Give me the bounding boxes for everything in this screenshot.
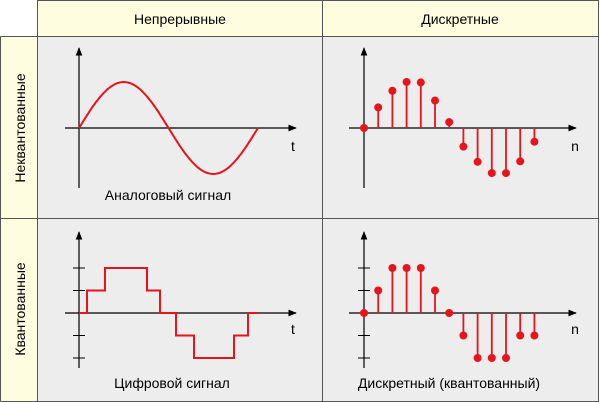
discrete-point (445, 309, 454, 317)
x-axis-label: n (571, 138, 579, 154)
discrete-point (402, 264, 411, 272)
x-axis-label: n (571, 321, 579, 337)
panel-analog: t Аналоговый сигнал (65, 47, 297, 203)
row-header-unquantized: Неквантованные (12, 73, 28, 182)
discrete-point (459, 331, 468, 340)
digital-signal-steps (79, 267, 258, 359)
sampled-point (360, 124, 368, 132)
discrete-point (388, 264, 397, 272)
sampled-point (388, 86, 397, 95)
sampled-point (374, 103, 383, 112)
discrete-point (516, 331, 525, 340)
discrete-point (416, 264, 425, 272)
discrete-point (487, 354, 496, 362)
caption-discrete: Дискретный (квантованный) (358, 375, 540, 391)
header-row-bg (37, 0, 599, 36)
x-axis-label: t (291, 321, 295, 337)
panel-sampled: n (349, 47, 579, 188)
sampled-point (487, 169, 496, 178)
column-header-continuous: Непрерывные (134, 11, 226, 27)
sampled-point (459, 142, 468, 151)
sampled-point (445, 118, 454, 127)
row-header-quantized: Квантованные (12, 262, 28, 356)
sampled-point (530, 137, 539, 146)
panel-discrete: n Дискретный (квантованный) (349, 231, 579, 391)
x-axis-label: t (291, 138, 295, 154)
caption-analog: Аналоговый сигнал (105, 187, 231, 203)
sampled-point (473, 157, 482, 166)
discrete-point (473, 354, 482, 362)
sampled-point (502, 169, 510, 178)
caption-digital: Цифровой сигнал (114, 375, 230, 391)
sampled-point (516, 157, 525, 166)
discrete-point (360, 309, 368, 317)
discrete-stems (360, 264, 539, 362)
sampled-point (431, 96, 439, 105)
discrete-point (530, 331, 539, 340)
y-ticks (358, 267, 370, 359)
panel-digital: t Цифровой сигнал (65, 231, 297, 391)
sampled-point (416, 78, 425, 87)
discrete-point (502, 354, 510, 362)
column-header-discrete: Дискретные (421, 11, 499, 27)
discrete-point (431, 286, 439, 295)
sampled-stems (360, 77, 539, 178)
y-ticks (73, 267, 85, 359)
analog-signal-curve (78, 80, 259, 176)
sampled-point (402, 77, 411, 86)
discrete-point (374, 286, 383, 295)
